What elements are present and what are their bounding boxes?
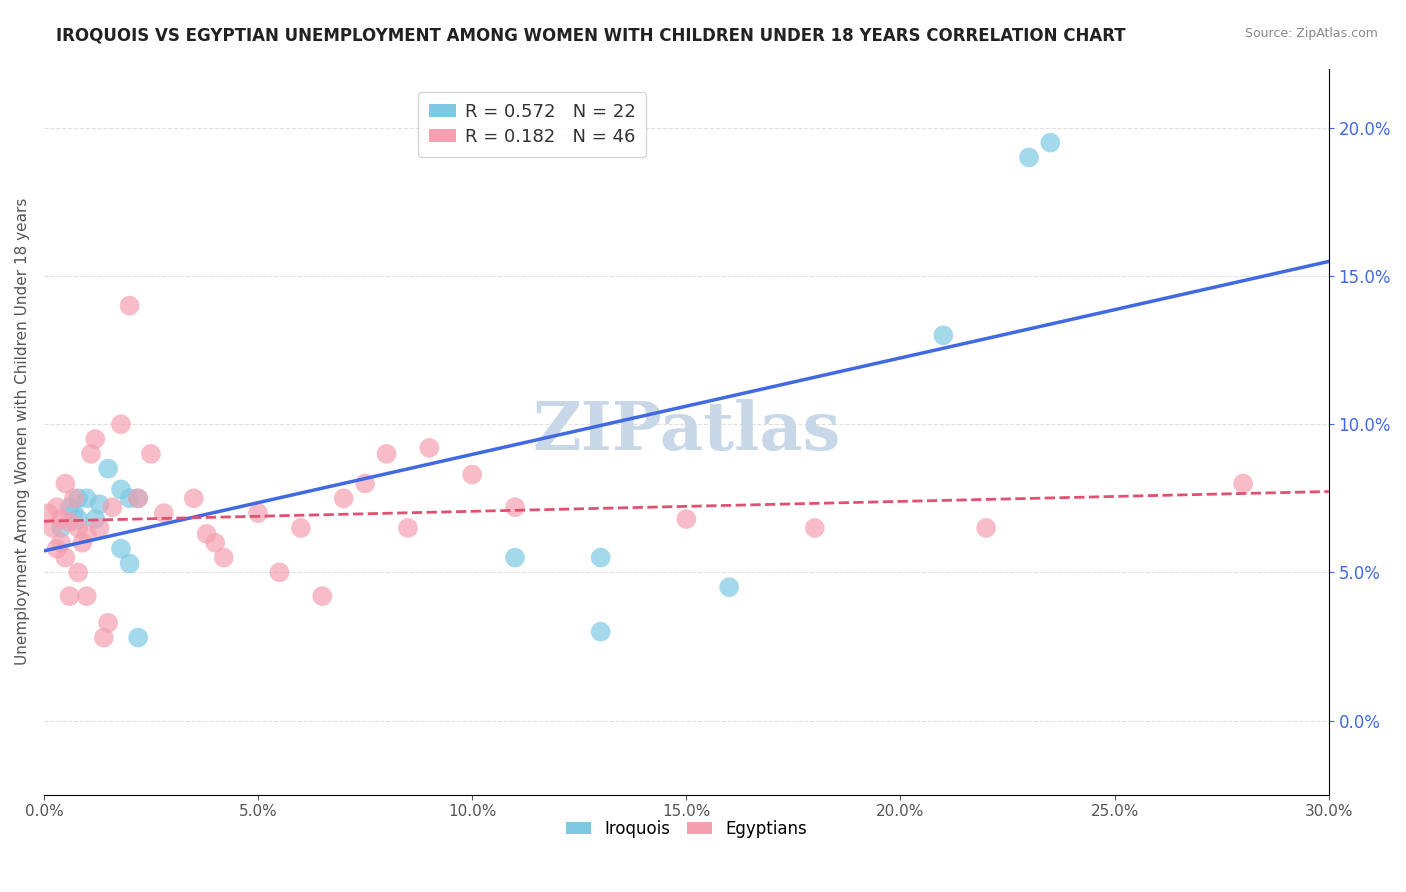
Point xyxy=(127,491,149,506)
Point xyxy=(58,515,80,529)
Point xyxy=(418,441,440,455)
Text: ZIPatlas: ZIPatlas xyxy=(533,399,841,464)
Point xyxy=(127,631,149,645)
Text: Source: ZipAtlas.com: Source: ZipAtlas.com xyxy=(1244,27,1378,40)
Point xyxy=(804,521,827,535)
Point xyxy=(461,467,484,482)
Point xyxy=(503,550,526,565)
Point xyxy=(375,447,398,461)
Point xyxy=(290,521,312,535)
Point xyxy=(49,535,72,549)
Point xyxy=(76,527,98,541)
Point xyxy=(67,521,90,535)
Point xyxy=(153,506,176,520)
Point xyxy=(101,500,124,515)
Point xyxy=(63,491,86,506)
Point xyxy=(311,589,333,603)
Point xyxy=(110,541,132,556)
Point xyxy=(97,615,120,630)
Point xyxy=(67,566,90,580)
Point xyxy=(53,550,76,565)
Point xyxy=(110,417,132,432)
Point xyxy=(932,328,955,343)
Point xyxy=(675,512,697,526)
Point xyxy=(118,491,141,506)
Point xyxy=(503,500,526,515)
Point xyxy=(58,589,80,603)
Point xyxy=(53,476,76,491)
Point xyxy=(718,580,741,594)
Point xyxy=(212,550,235,565)
Point xyxy=(76,589,98,603)
Point xyxy=(974,521,997,535)
Point xyxy=(37,506,59,520)
Point xyxy=(84,432,107,446)
Point xyxy=(247,506,270,520)
Point xyxy=(80,447,103,461)
Point xyxy=(118,299,141,313)
Point xyxy=(63,506,86,520)
Point xyxy=(67,491,90,506)
Point xyxy=(1018,151,1040,165)
Point xyxy=(89,497,111,511)
Point xyxy=(1039,136,1062,150)
Point xyxy=(195,527,218,541)
Point xyxy=(127,491,149,506)
Point xyxy=(354,476,377,491)
Text: IROQUOIS VS EGYPTIAN UNEMPLOYMENT AMONG WOMEN WITH CHILDREN UNDER 18 YEARS CORRE: IROQUOIS VS EGYPTIAN UNEMPLOYMENT AMONG … xyxy=(56,27,1126,45)
Point xyxy=(49,521,72,535)
Legend: Iroquois, Egyptians: Iroquois, Egyptians xyxy=(560,814,814,845)
Point xyxy=(589,550,612,565)
Point xyxy=(139,447,162,461)
Point xyxy=(45,500,67,515)
Point xyxy=(183,491,205,506)
Point xyxy=(118,557,141,571)
Point xyxy=(332,491,354,506)
Point xyxy=(110,483,132,497)
Point xyxy=(41,521,63,535)
Point xyxy=(204,535,226,549)
Point xyxy=(93,631,115,645)
Point xyxy=(49,512,72,526)
Point xyxy=(1232,476,1254,491)
Point xyxy=(89,521,111,535)
Y-axis label: Unemployment Among Women with Children Under 18 years: Unemployment Among Women with Children U… xyxy=(15,198,30,665)
Point xyxy=(72,535,94,549)
Point xyxy=(84,512,107,526)
Point xyxy=(589,624,612,639)
Point xyxy=(269,566,291,580)
Point xyxy=(58,500,80,515)
Point xyxy=(97,461,120,475)
Point xyxy=(45,541,67,556)
Point xyxy=(67,512,90,526)
Point xyxy=(396,521,419,535)
Point xyxy=(76,491,98,506)
